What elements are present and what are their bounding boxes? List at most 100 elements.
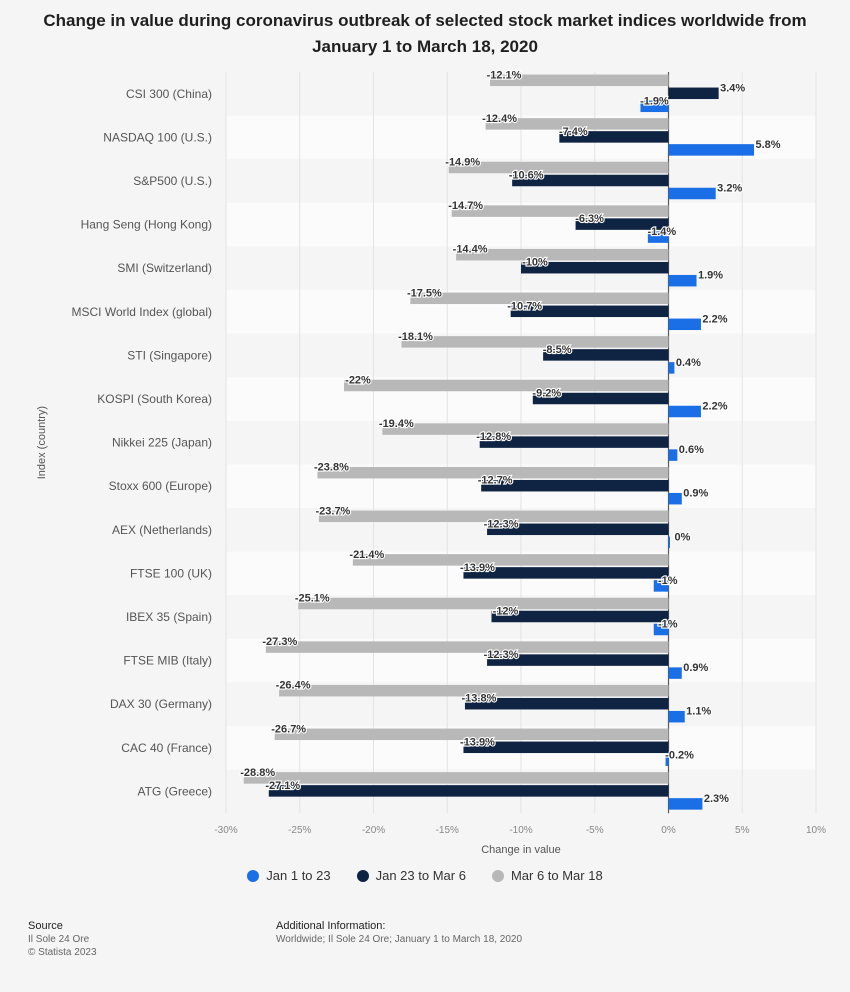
bar — [668, 318, 701, 331]
data-label: -22% — [345, 375, 371, 387]
y-category-label: S&P500 (U.S.) — [133, 174, 212, 188]
bar — [653, 580, 669, 592]
bar — [491, 610, 669, 623]
bar — [647, 231, 669, 243]
bar — [668, 187, 716, 200]
data-label: -14.7% — [448, 200, 483, 212]
bar — [543, 349, 669, 361]
data-label: -12.1% — [487, 69, 522, 81]
bar — [487, 523, 669, 536]
data-label: -28.8% — [240, 767, 275, 779]
data-label: 3.4% — [720, 82, 745, 94]
bar — [668, 710, 685, 723]
data-label: -1.9% — [640, 95, 669, 107]
y-category-label: KOSPI (South Korea) — [97, 392, 212, 406]
data-label: -13.9% — [460, 736, 495, 748]
bar — [510, 305, 669, 318]
bar — [279, 684, 669, 697]
data-label: -14.9% — [445, 157, 480, 169]
data-label: -23.7% — [315, 505, 350, 517]
y-axis-title: Index (country) — [36, 406, 48, 479]
legend-label: Jan 23 to Mar 6 — [375, 868, 466, 883]
data-label: -26.4% — [276, 680, 311, 692]
bar — [668, 492, 682, 505]
data-label: 2.3% — [704, 793, 729, 805]
bar — [243, 772, 669, 784]
y-category-label: SMI (Switzerland) — [117, 261, 212, 275]
data-label: -26.7% — [271, 723, 306, 735]
bar — [401, 336, 669, 348]
data-label: -25.1% — [295, 593, 330, 605]
legend-dot-icon — [491, 869, 504, 882]
y-category-label: FTSE 100 (UK) — [130, 566, 212, 580]
chart-title: Change in value during coronavirus outbr… — [43, 11, 807, 56]
x-tick-label: 10% — [806, 825, 826, 836]
data-label: -12.7% — [478, 475, 513, 487]
bar — [653, 623, 669, 636]
data-label: 0.9% — [683, 662, 708, 674]
legend-item-mar6-18[interactable]: Mar 6 to Mar 18 — [491, 868, 603, 883]
data-label: -12.8% — [476, 431, 511, 443]
bar — [532, 392, 669, 405]
legend-item-jan23-mar6[interactable]: Jan 23 to Mar 6 — [356, 868, 466, 883]
info-text: Worldwide; Il Sole 24 Ore; January 1 to … — [276, 934, 523, 945]
legend-item-jan1-23[interactable]: Jan 1 to 23 — [247, 868, 331, 883]
bar — [479, 436, 669, 448]
bar — [448, 161, 669, 174]
bar — [490, 74, 669, 87]
y-category-label: ATG (Greece) — [138, 784, 212, 798]
data-label: -7.4% — [559, 126, 588, 138]
bar — [382, 423, 669, 435]
data-label: -18.1% — [398, 331, 433, 343]
data-label: -10% — [522, 257, 548, 269]
bar — [463, 567, 669, 579]
data-label: -12.3% — [484, 649, 519, 661]
source-block: Source Il Sole 24 Ore © Statista 2023 — [28, 920, 97, 959]
data-label: -12.4% — [482, 113, 517, 125]
data-label: -14.4% — [453, 244, 488, 256]
y-category-label: CSI 300 (China) — [126, 87, 212, 101]
x-tick-label: -30% — [214, 825, 237, 836]
legend-label: Mar 6 to Mar 18 — [510, 868, 603, 883]
bar — [575, 218, 669, 230]
bar — [512, 174, 669, 187]
info-title[interactable]: Additional Information: — [276, 920, 386, 932]
bar — [298, 597, 669, 610]
source-title[interactable]: Source — [28, 920, 63, 932]
legend-dot-icon — [247, 869, 260, 882]
data-label: 0.9% — [683, 488, 708, 500]
bar — [640, 100, 669, 113]
bar — [665, 754, 669, 767]
additional-info: Additional Information: Worldwide; Il So… — [276, 920, 522, 946]
bar — [317, 466, 669, 479]
source-name: Il Sole 24 Ore — [28, 934, 90, 945]
x-tick-label: -5% — [586, 825, 604, 836]
bar — [268, 785, 669, 797]
bar — [559, 131, 669, 143]
data-label: -8.5% — [543, 344, 572, 356]
data-label: 1.9% — [698, 270, 723, 282]
bar — [352, 554, 669, 566]
y-category-label: Stoxx 600 (Europe) — [109, 479, 212, 493]
bar — [456, 248, 669, 261]
data-label: -13.9% — [460, 562, 495, 574]
bar — [265, 641, 669, 653]
bar — [481, 479, 669, 492]
bar — [487, 654, 669, 666]
data-label: -9.2% — [532, 388, 561, 400]
data-label: 2.2% — [702, 313, 727, 325]
data-label: 0% — [675, 531, 691, 543]
data-label: -12% — [493, 606, 519, 618]
bar — [668, 405, 701, 418]
bar — [451, 205, 669, 217]
bar — [274, 728, 669, 741]
bar — [668, 667, 682, 679]
bar — [410, 292, 669, 305]
legend-dot-icon — [356, 869, 369, 882]
bar — [485, 118, 669, 130]
data-label: -21.4% — [349, 549, 384, 561]
bar — [521, 261, 669, 274]
data-label: -10.7% — [507, 300, 542, 312]
y-category-label: NASDAQ 100 (U.S.) — [103, 130, 212, 144]
x-tick-label: -20% — [362, 825, 385, 836]
